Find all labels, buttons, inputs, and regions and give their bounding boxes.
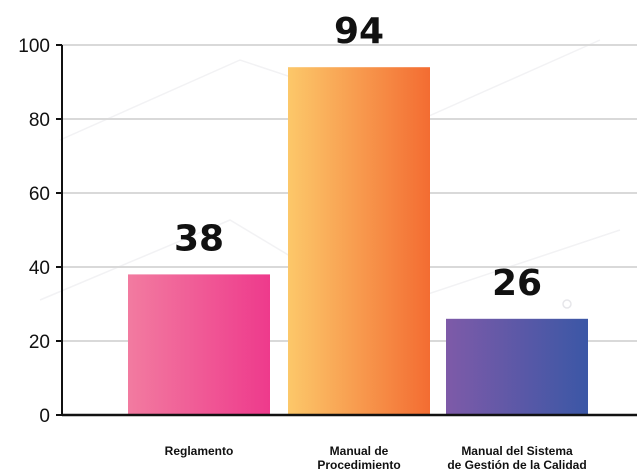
decor-circle: [562, 299, 572, 309]
axes: [61, 45, 637, 417]
y-tick-label: 80: [29, 110, 50, 131]
y-tick-label: 60: [29, 184, 50, 205]
category-label: Manual del Sistema: [461, 444, 573, 458]
data-label: 94: [334, 11, 384, 52]
category-label: de Gestión de la Calidad: [447, 458, 586, 472]
y-tick-label: 20: [29, 332, 50, 353]
category-label: Manual de: [330, 444, 389, 458]
data-label: 38: [174, 218, 224, 259]
y-tick-label: 100: [18, 36, 50, 57]
category-label: Procedimiento: [317, 458, 400, 472]
y-axis-ticks: 0 20 40 60 80 100: [18, 36, 62, 427]
bar: [128, 274, 270, 415]
bar: [288, 67, 430, 415]
data-label: 26: [492, 263, 542, 304]
category-label: Reglamento: [165, 444, 234, 458]
data-labels: 38 94 26: [174, 11, 542, 304]
bars: [128, 67, 588, 415]
y-tick-label: 0: [39, 406, 50, 427]
y-tick-label: 40: [29, 258, 50, 279]
bar: [446, 318, 588, 415]
